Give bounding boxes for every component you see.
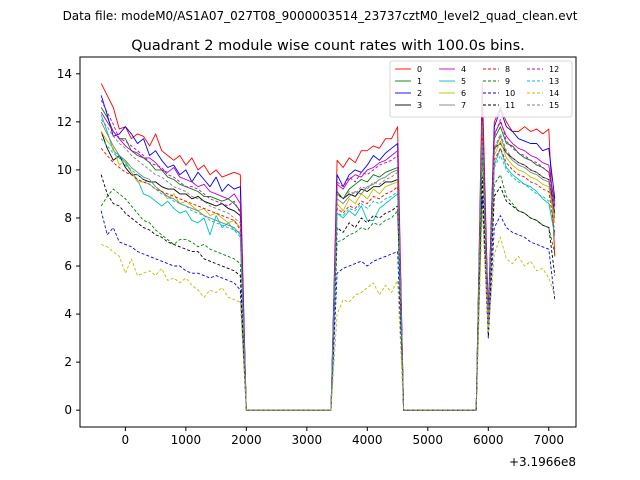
y-tick-label: 10 [57,163,72,177]
suptitle: Data file: modeM0/AS1A07_027T08_90000035… [63,9,578,23]
x-tick-label: 6000 [473,433,504,447]
chart-title: Quadrant 2 module wise count rates with … [131,38,525,54]
x-tick-label: 1000 [171,433,202,447]
y-tick-label: 0 [64,403,72,417]
legend-label: 13 [549,77,559,86]
series-line-14 [101,207,556,411]
x-axis: 0 1000 2000 3000 4000 5000 6000 7000 [122,427,565,447]
y-tick-label: 8 [64,211,72,225]
series-line-9 [100,155,556,411]
legend-label: 5 [461,77,466,86]
series-line-2 [100,95,556,411]
legend-label: 9 [505,77,510,86]
legend-label: 6 [461,89,466,98]
y-tick-label: 2 [64,355,72,369]
legend-label: 2 [417,89,422,98]
x-tick-label: 2000 [231,433,262,447]
legend-label: 8 [505,65,510,74]
x-tick-label: 3000 [292,433,323,447]
legend-label: 12 [549,65,559,74]
x-tick-label: 0 [122,433,130,447]
legend-label: 0 [417,65,422,74]
legend-label: 11 [505,101,515,110]
legend-box [389,60,573,118]
legend-label: 15 [549,101,559,110]
x-tick-label: 5000 [413,433,444,447]
y-tick-label: 12 [57,115,72,129]
x-offset-label: +3.1966e8 [509,455,576,469]
legend-label: 10 [505,89,515,98]
legend-label: 4 [461,65,466,74]
series-line-10 [100,195,556,411]
legend-label: 3 [417,101,422,110]
plot-frame [79,56,577,428]
legend-label: 14 [549,89,559,98]
x-tick-label: 4000 [352,433,383,447]
series-layer [100,80,556,411]
series-line-0 [100,80,556,411]
series-line-15 [100,119,556,411]
y-tick-label: 4 [64,307,72,321]
legend-label: 1 [417,77,422,86]
y-tick-label: 14 [57,67,72,81]
y-tick-label: 6 [64,259,72,273]
legend-label: 7 [461,101,466,110]
y-axis: 0 2 4 6 8 10 12 14 [57,67,80,417]
x-tick-label: 7000 [534,433,565,447]
